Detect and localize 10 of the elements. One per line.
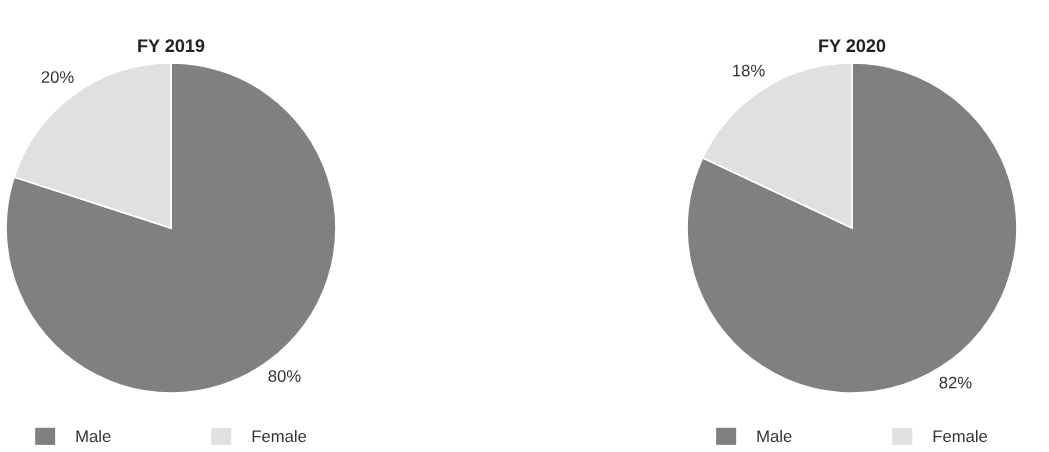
legend-label: Female — [933, 429, 988, 443]
data-label: 18% — [733, 64, 765, 77]
chart-title: FY 2020 — [819, 39, 886, 53]
data-label: 80% — [268, 370, 301, 382]
data-label: 82% — [939, 376, 972, 389]
legend-label: Male — [76, 429, 111, 443]
legend-label: Female — [252, 429, 307, 443]
chart-title: FY 2019 — [138, 39, 205, 53]
legend-label: Male — [757, 429, 792, 443]
data-label: 20% — [41, 71, 74, 83]
